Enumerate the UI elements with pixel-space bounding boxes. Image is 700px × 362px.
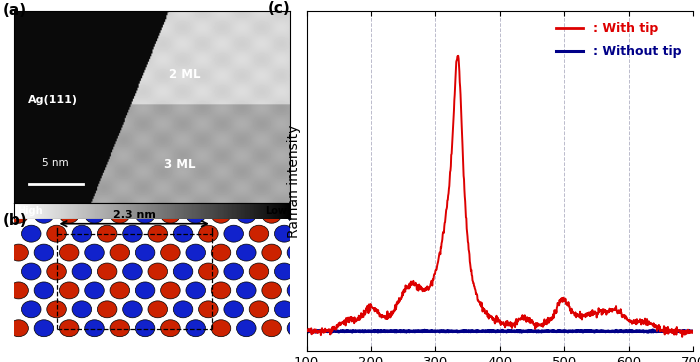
Circle shape (274, 301, 294, 318)
Circle shape (60, 282, 79, 299)
Circle shape (34, 244, 54, 261)
Circle shape (47, 225, 66, 242)
Circle shape (135, 206, 155, 223)
Circle shape (186, 320, 206, 337)
Circle shape (262, 244, 281, 261)
Circle shape (135, 282, 155, 299)
Circle shape (22, 301, 41, 318)
Y-axis label: Raman intensity: Raman intensity (287, 124, 301, 238)
Text: 2 ML: 2 ML (169, 68, 201, 81)
Circle shape (300, 301, 319, 318)
Circle shape (34, 206, 54, 223)
Circle shape (122, 263, 142, 280)
Text: 2.3 nm: 2.3 nm (113, 210, 155, 220)
Circle shape (262, 320, 281, 337)
Circle shape (22, 225, 41, 242)
Circle shape (211, 320, 231, 337)
Circle shape (186, 282, 206, 299)
Circle shape (237, 244, 256, 261)
Circle shape (60, 206, 79, 223)
Circle shape (148, 263, 167, 280)
Circle shape (199, 263, 218, 280)
Circle shape (287, 244, 307, 261)
Circle shape (9, 320, 29, 337)
Circle shape (135, 244, 155, 261)
Text: (b): (b) (3, 214, 27, 228)
Circle shape (22, 263, 41, 280)
Text: 5 nm: 5 nm (42, 158, 69, 168)
Circle shape (85, 282, 104, 299)
Circle shape (47, 301, 66, 318)
Circle shape (97, 225, 117, 242)
Circle shape (72, 225, 92, 242)
Circle shape (60, 320, 79, 337)
Circle shape (237, 282, 256, 299)
Circle shape (160, 320, 180, 337)
Circle shape (122, 301, 142, 318)
Circle shape (9, 244, 29, 261)
Circle shape (148, 301, 167, 318)
Circle shape (60, 244, 79, 261)
Circle shape (47, 263, 66, 280)
Circle shape (262, 206, 281, 223)
Circle shape (110, 244, 130, 261)
Circle shape (85, 320, 104, 337)
Text: Ag(111): Ag(111) (27, 95, 78, 105)
Circle shape (122, 225, 142, 242)
Circle shape (148, 225, 167, 242)
Circle shape (110, 206, 130, 223)
Circle shape (85, 244, 104, 261)
Circle shape (211, 244, 231, 261)
Circle shape (174, 225, 192, 242)
Circle shape (174, 263, 192, 280)
Circle shape (34, 282, 54, 299)
Circle shape (249, 301, 269, 318)
Circle shape (135, 320, 155, 337)
Circle shape (262, 282, 281, 299)
Circle shape (287, 206, 307, 223)
Circle shape (97, 263, 117, 280)
Circle shape (300, 263, 319, 280)
Circle shape (34, 320, 54, 337)
Circle shape (300, 225, 319, 242)
Circle shape (224, 263, 244, 280)
Circle shape (237, 320, 256, 337)
Circle shape (287, 320, 307, 337)
Circle shape (9, 206, 29, 223)
Circle shape (274, 263, 294, 280)
Circle shape (199, 301, 218, 318)
Text: (a): (a) (3, 3, 27, 18)
Circle shape (224, 301, 244, 318)
Circle shape (287, 282, 307, 299)
Text: 3 ML: 3 ML (164, 158, 195, 171)
Circle shape (72, 263, 92, 280)
Circle shape (160, 282, 180, 299)
Circle shape (211, 282, 231, 299)
Circle shape (237, 206, 256, 223)
Text: Low: Low (265, 206, 287, 216)
Circle shape (85, 206, 104, 223)
Circle shape (110, 282, 130, 299)
Circle shape (199, 225, 218, 242)
Circle shape (72, 301, 92, 318)
Text: (c): (c) (268, 1, 290, 16)
Circle shape (9, 282, 29, 299)
Text: High: High (17, 206, 43, 216)
Circle shape (249, 225, 269, 242)
Circle shape (224, 225, 244, 242)
Circle shape (186, 206, 206, 223)
Circle shape (274, 225, 294, 242)
Circle shape (211, 206, 231, 223)
Circle shape (110, 320, 130, 337)
Circle shape (174, 301, 192, 318)
Circle shape (249, 263, 269, 280)
Circle shape (160, 206, 180, 223)
Legend: : With tip, : Without tip: : With tip, : Without tip (551, 17, 687, 63)
Circle shape (97, 301, 117, 318)
Circle shape (186, 244, 206, 261)
Circle shape (160, 244, 180, 261)
